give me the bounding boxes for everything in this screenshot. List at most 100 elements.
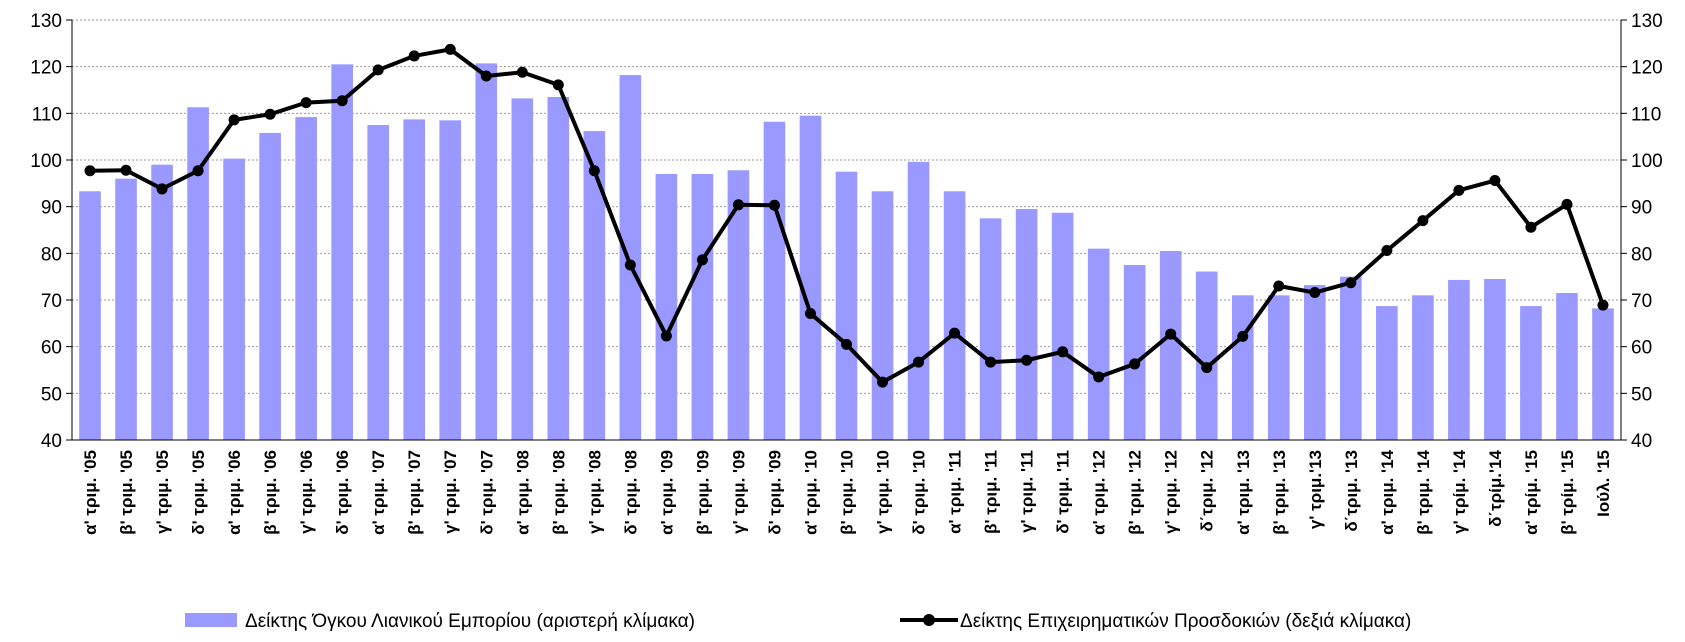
marker [1417,215,1429,227]
marker [624,259,636,271]
marker [552,79,564,91]
marker [768,199,780,211]
x-tick-label: γ' τριμ. '12 [1162,450,1181,534]
marker [1237,330,1249,342]
marker [300,97,312,109]
x-tick-label: β' τριμ. '08 [549,450,568,535]
x-tick-label: β' τριμ. '05 [117,450,136,535]
x-tick-label: δ΄τρίμ.'14 [1486,449,1505,526]
x-tick-label: β' τριμ. '07 [405,450,424,535]
marker [1057,346,1069,358]
x-tick-label: δ' τριμ. '09 [765,450,784,535]
marker [444,43,456,55]
y2-tick-label: 90 [1631,198,1652,219]
marker [913,356,925,368]
marker [1489,175,1501,187]
x-tick-label: δ' τριμ. '05 [189,450,208,535]
marker [264,108,276,120]
y-tick-label: 40 [41,431,62,452]
x-tick-label: β' τριμ. '06 [261,450,280,535]
y2-tick-label: 100 [1631,151,1663,172]
bar [1087,248,1110,440]
marker [804,308,816,320]
x-tick-label: α' τριμ. '10 [801,450,820,535]
bar [835,171,858,440]
bar [1303,285,1326,440]
bar [151,164,173,440]
x-tick-label: Ιούλ. '15 [1594,450,1613,517]
bar [439,120,462,440]
x-tick-label: α' τριμ. '06 [225,450,244,535]
marker [516,66,528,78]
marker [1561,198,1573,210]
y-tick-label: 50 [41,384,62,405]
bar [475,63,498,441]
x-tick-label: β' τριμ. '14 [1414,449,1433,534]
y-tick-label: 130 [30,11,62,32]
bar [1448,279,1470,440]
bar [187,107,209,441]
marker [1021,354,1033,366]
bar [1484,279,1506,440]
bar [511,98,534,441]
x-tick-label: α' τριμ. '09 [657,450,676,535]
bar [1412,295,1434,440]
x-tick-label: α' τριμ. '05 [81,450,100,535]
y-tick-label: 120 [30,58,62,79]
bar [79,191,101,440]
bar [1195,271,1218,440]
x-tick-label: α' τριμ. '13 [1234,450,1253,535]
x-tick-label: δ' τριμ. '08 [621,450,640,535]
bar [619,75,642,441]
x-tick-label: α' τριμ. '14 [1378,449,1397,534]
marker [372,64,384,76]
legend-swatch [185,613,237,627]
x-tick-label: β' τριμ. '13 [1270,450,1289,535]
x-tick-label: γ' τριμ. '10 [874,450,893,534]
bar [1159,251,1182,440]
bar [691,174,714,440]
y-tick-label: 70 [41,291,62,312]
marker [1345,277,1357,289]
bar [1376,306,1398,440]
y-tick-label: 60 [41,338,62,359]
legend-swatch [923,614,935,626]
marker [1273,280,1285,292]
y-tick-label: 80 [41,244,62,265]
bar [1556,293,1578,440]
x-tick-label: δ' τριμ. '11 [1054,450,1073,534]
y2-tick-label: 80 [1631,244,1652,265]
bar [583,131,606,441]
bar [1231,295,1254,440]
marker [949,327,961,339]
marker [1129,358,1141,370]
bar [1015,209,1038,440]
x-tick-label: γ' τριμ. '05 [153,450,172,534]
x-tick-label: γ' τρίμ. '14 [1450,449,1469,533]
bar [367,125,390,440]
x-tick-label: γ' τριμ. '08 [585,450,604,534]
marker [1525,221,1537,233]
legend-label: Δείκτης Επιχειρηματικών Προσδοκιών (δεξι… [960,611,1411,632]
x-tick-label: β' τρίμ. '15 [1558,450,1577,535]
marker [1093,371,1105,383]
marker [877,376,889,388]
marker [1453,184,1465,196]
x-tick-label: γ' τριμ. '06 [297,450,316,534]
x-tick-label: δ΄τριμ. '12 [1198,450,1217,532]
marker [1201,362,1213,374]
bar [547,97,570,440]
marker [1381,245,1393,257]
y2-tick-label: 70 [1631,291,1652,312]
marker [660,330,672,342]
bar [1520,306,1542,440]
marker [1165,328,1177,340]
marker [228,114,240,126]
marker [696,254,708,266]
marker [336,95,348,107]
x-tick-label: α' τριμ. '07 [369,450,388,535]
legend-label: Δείκτης Όγκου Λιανικού Εμπορίου (αριστερ… [245,611,695,632]
y-tick-label: 100 [30,151,62,172]
x-tick-label: γ' τριμ.'13 [1306,450,1325,529]
bar [223,158,245,440]
